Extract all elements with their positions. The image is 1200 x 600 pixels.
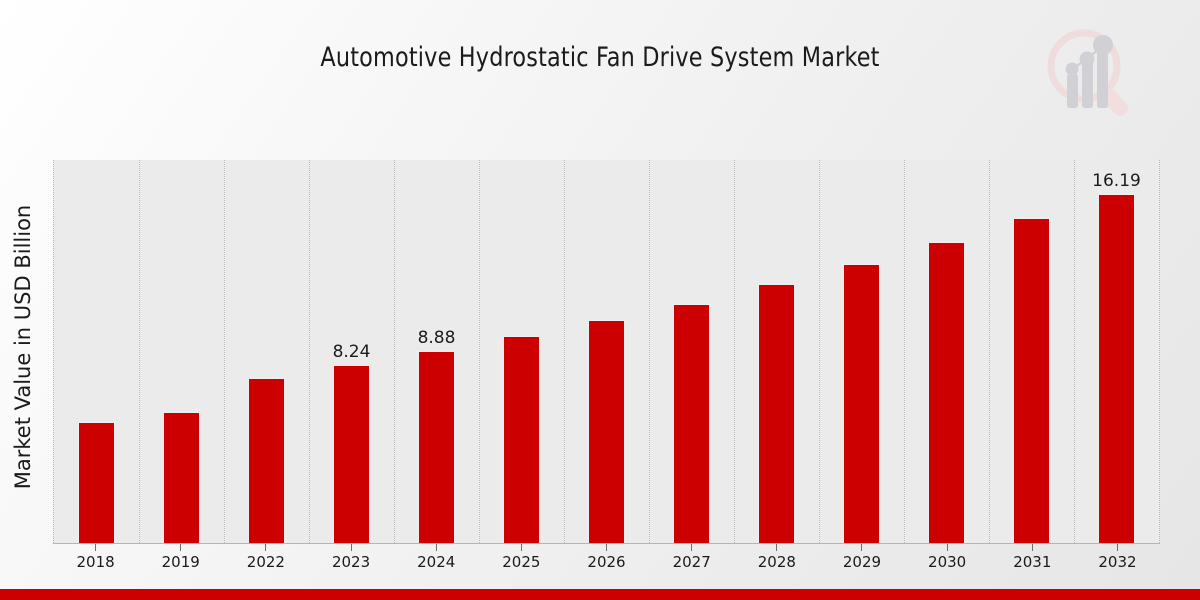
bar-slot bbox=[989, 160, 1074, 543]
tick-slot bbox=[479, 544, 564, 551]
bar-slot: 8.24 bbox=[309, 160, 394, 543]
bar-value-label-2032: 16.19 bbox=[1092, 171, 1141, 191]
x-axis-label-2031: 2031 bbox=[1013, 553, 1052, 571]
bar-slot bbox=[139, 160, 224, 543]
bar-2027[interactable] bbox=[673, 304, 710, 543]
tick-slot bbox=[990, 544, 1075, 551]
x-axis-ticks bbox=[53, 544, 1160, 551]
bar-2018[interactable] bbox=[78, 422, 115, 543]
bar-slot bbox=[564, 160, 649, 543]
x-axis-label-2030: 2030 bbox=[928, 553, 967, 571]
tick-mark-2023 bbox=[350, 544, 352, 551]
bar-2023[interactable] bbox=[333, 365, 370, 543]
market-research-magnifier-logo bbox=[1036, 22, 1142, 126]
bar-slot bbox=[904, 160, 989, 543]
bar-slot bbox=[819, 160, 904, 543]
tick-slot bbox=[138, 544, 223, 551]
x-axis-label-2025: 2025 bbox=[502, 553, 541, 571]
bar-slot bbox=[479, 160, 564, 543]
bar-2028[interactable] bbox=[758, 284, 795, 543]
x-axis-label-2023: 2023 bbox=[331, 553, 371, 571]
x-axis-labels: 2018 2019 2022 2023 2024 2025 2026 2027 2028 2029… bbox=[53, 553, 1160, 571]
tick-slot bbox=[394, 544, 479, 551]
tick-mark-2030 bbox=[946, 544, 948, 551]
tick-mark-2031 bbox=[1031, 544, 1033, 551]
bar-slot bbox=[734, 160, 819, 543]
x-axis-label-2018: 2018 bbox=[76, 553, 115, 571]
tick-mark-2024 bbox=[435, 544, 437, 551]
x-axis-label-2028: 2028 bbox=[757, 553, 796, 571]
tick-slot bbox=[564, 544, 649, 551]
page-title: Automotive Hydrostatic Fan Drive System … bbox=[320, 42, 880, 73]
bar-slot: 8.88 bbox=[394, 160, 479, 543]
bar-slot bbox=[224, 160, 309, 543]
tick-slot bbox=[308, 544, 393, 551]
bar-slot: 16.19 bbox=[1074, 160, 1159, 543]
tick-mark-2022 bbox=[265, 544, 267, 551]
tick-slot bbox=[734, 544, 819, 551]
tick-mark-2029 bbox=[861, 544, 863, 551]
bars-layer: 8.24 8.88 16.19 bbox=[54, 160, 1159, 543]
x-axis-label-2026: 2026 bbox=[587, 553, 626, 571]
bar-2024[interactable] bbox=[418, 351, 455, 543]
bar-slot bbox=[54, 160, 139, 543]
tick-slot bbox=[1075, 544, 1160, 551]
tick-slot bbox=[223, 544, 308, 551]
bar-2022[interactable] bbox=[248, 378, 285, 543]
tick-slot bbox=[905, 544, 990, 551]
x-axis-label-2032: 2032 bbox=[1098, 553, 1137, 571]
bar-2032[interactable] bbox=[1098, 194, 1135, 543]
tick-mark-2025 bbox=[520, 544, 522, 551]
bar-2029[interactable] bbox=[843, 264, 880, 543]
tick-mark-2026 bbox=[606, 544, 608, 551]
x-axis-label-2024: 2024 bbox=[417, 553, 456, 571]
y-axis-title: Market Value in USD Billion bbox=[11, 204, 35, 490]
x-axis-label-2029: 2029 bbox=[842, 553, 882, 571]
bar-2026[interactable] bbox=[588, 320, 625, 543]
tick-slot bbox=[53, 544, 138, 551]
tick-mark-2027 bbox=[691, 544, 693, 551]
tick-slot bbox=[819, 544, 904, 551]
x-axis-line bbox=[53, 543, 1160, 544]
bar-2019[interactable] bbox=[163, 412, 200, 543]
bar-2030[interactable] bbox=[928, 242, 965, 543]
plot-area: 8.24 8.88 16.19 bbox=[53, 160, 1160, 543]
bar-slot bbox=[649, 160, 734, 543]
bar-value-label-2023: 8.24 bbox=[332, 342, 371, 362]
bar-2025[interactable] bbox=[503, 336, 540, 543]
bar-value-label-2024: 8.88 bbox=[417, 328, 456, 348]
footer-stripe bbox=[0, 589, 1200, 600]
tick-mark-2032 bbox=[1116, 544, 1118, 551]
tick-mark-2018 bbox=[95, 544, 97, 551]
x-axis-label-2022: 2022 bbox=[246, 553, 285, 571]
tick-mark-2028 bbox=[776, 544, 778, 551]
x-axis-label-2019: 2019 bbox=[161, 553, 200, 571]
tick-mark-2019 bbox=[180, 544, 182, 551]
bar-2031[interactable] bbox=[1013, 218, 1050, 543]
x-axis-label-2027: 2027 bbox=[672, 553, 711, 571]
tick-slot bbox=[649, 544, 734, 551]
